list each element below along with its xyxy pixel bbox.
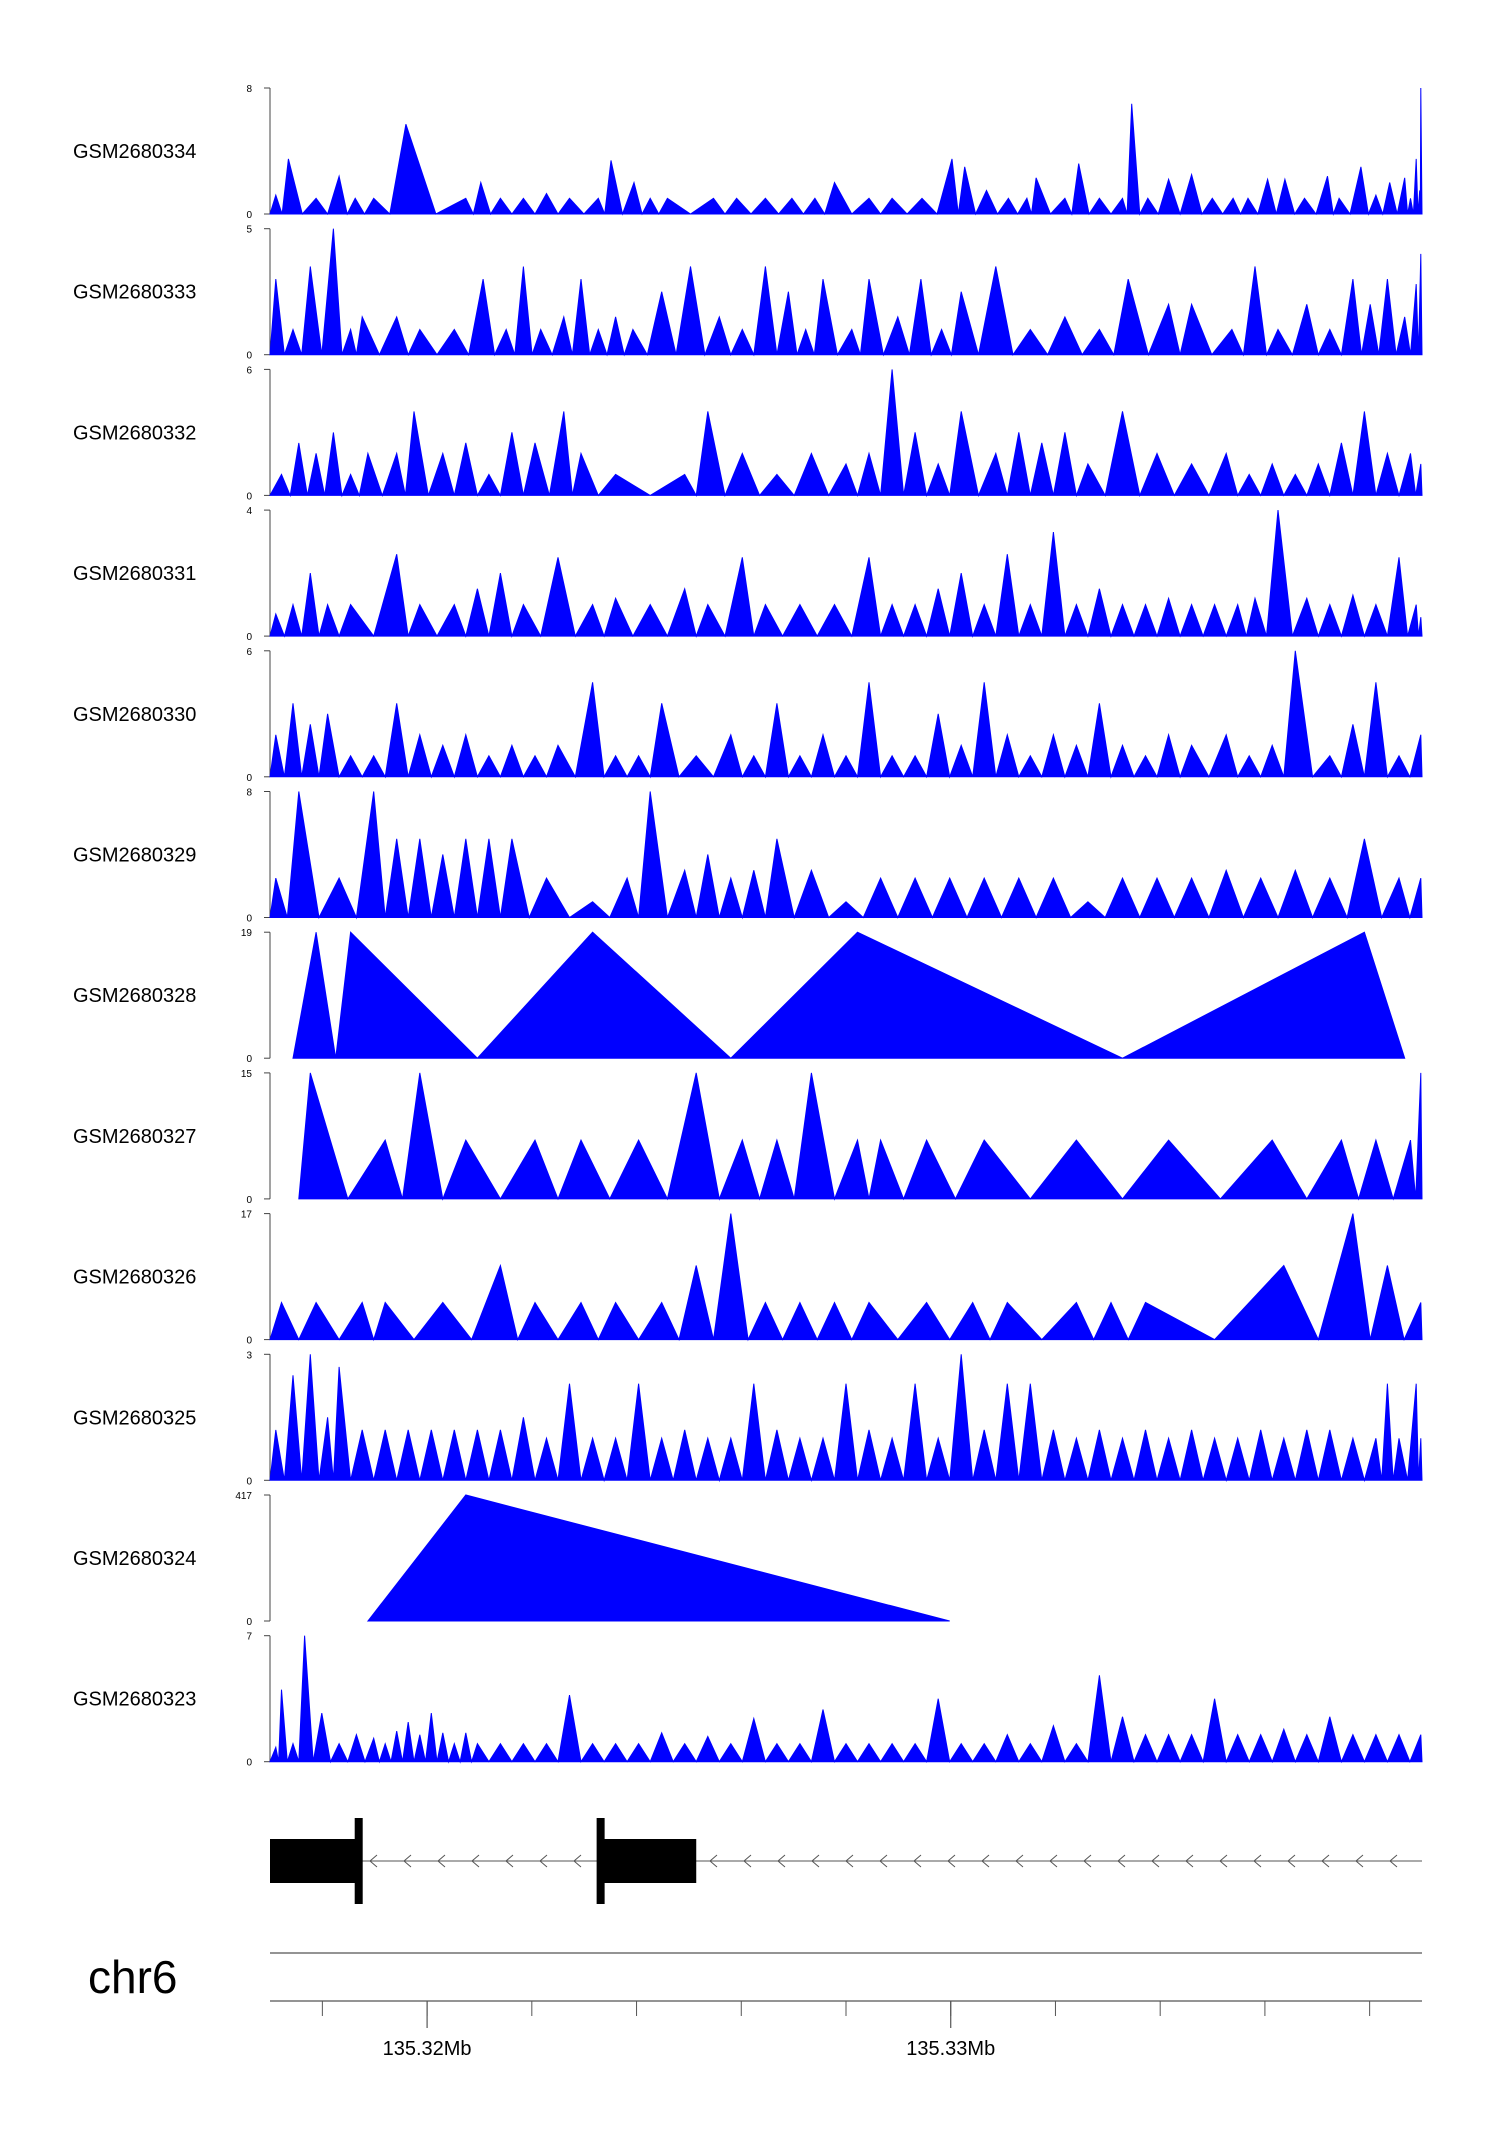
- strand-arrow: [1117, 1854, 1126, 1868]
- coverage-area: [269, 510, 1423, 639]
- strand-arrow: [1049, 1854, 1058, 1868]
- coverage-area: [269, 1635, 1423, 1764]
- y-tick-label-min: 0: [246, 1758, 252, 1769]
- track-GSM2680332: GSM2680332 6 0: [73, 365, 1423, 502]
- gene-model-track: [270, 1818, 1422, 1904]
- genome-axis: chr6 135.32Mb 135.33Mb: [88, 1951, 1422, 2060]
- track-label: GSM2680331: [73, 563, 196, 585]
- strand-arrow: [1185, 1854, 1194, 1868]
- strand-arrow: [437, 1854, 446, 1868]
- y-tick-label-min: 0: [246, 773, 252, 784]
- strand-arrow: [811, 1854, 820, 1868]
- strand-arrow: [879, 1854, 888, 1868]
- track-label: GSM2680329: [73, 845, 196, 867]
- track-label: GSM2680333: [73, 282, 196, 304]
- exon-cap: [596, 1818, 605, 1904]
- y-tick-label-min: 0: [246, 351, 252, 362]
- strand-arrow: [1253, 1854, 1262, 1868]
- strand-arrow: [947, 1854, 956, 1868]
- track-GSM2680333: GSM2680333 5 0: [73, 225, 1423, 362]
- coverage-area: [269, 650, 1423, 779]
- strand-arrow: [913, 1854, 922, 1868]
- coverage-area: [269, 791, 1423, 920]
- strand-arrow: [369, 1854, 378, 1868]
- y-tick-label-max: 417: [235, 1491, 252, 1502]
- track-GSM2680334: GSM2680334 8 0: [73, 84, 1423, 221]
- y-tick-label-max: 5: [246, 225, 252, 236]
- data-tracks: GSM268033480GSM268033350GSM268033260GSM2…: [73, 84, 1423, 1769]
- track-GSM2680325: GSM2680325 3 0: [73, 1350, 1423, 1487]
- coverage-area: [269, 228, 1423, 357]
- y-tick-label-min: 0: [246, 914, 252, 925]
- track-GSM2680331: GSM2680331 4 0: [73, 506, 1423, 643]
- exon: [270, 1839, 359, 1883]
- track-GSM2680326: GSM2680326 17 0: [73, 1210, 1423, 1347]
- y-tick-label-min: 0: [246, 210, 252, 221]
- coverage-area: [298, 1072, 1423, 1201]
- strand-arrow: [1219, 1854, 1228, 1868]
- y-tick-label-max: 8: [246, 788, 252, 799]
- strand-arrow: [1083, 1854, 1092, 1868]
- strand-arrow: [539, 1854, 548, 1868]
- track-label: GSM2680334: [73, 141, 196, 163]
- y-tick-label-min: 0: [246, 1336, 252, 1347]
- strand-arrow: [1287, 1854, 1296, 1868]
- y-tick-label-min: 0: [246, 1195, 252, 1206]
- strand-arrow: [471, 1854, 480, 1868]
- track-label: GSM2680324: [73, 1548, 196, 1570]
- y-tick-label-max: 19: [241, 928, 253, 939]
- y-tick-label-max: 8: [246, 84, 252, 95]
- y-tick-label-min: 0: [246, 632, 252, 643]
- strand-arrow: [981, 1854, 990, 1868]
- track-label: GSM2680326: [73, 1267, 196, 1289]
- x-tick-label: 135.33Mb: [906, 2038, 995, 2060]
- y-tick-label-max: 7: [246, 1632, 252, 1643]
- track-GSM2680329: GSM2680329 8 0: [73, 788, 1423, 925]
- y-tick-label-min: 0: [246, 491, 252, 502]
- y-tick-label-max: 17: [241, 1210, 253, 1221]
- strand-arrow: [845, 1854, 854, 1868]
- y-tick-label-min: 0: [246, 1617, 252, 1628]
- coverage-area: [269, 87, 1423, 216]
- track-GSM2680330: GSM2680330 6 0: [73, 647, 1423, 784]
- track-label: GSM2680327: [73, 1126, 196, 1148]
- track-GSM2680323: GSM2680323 7 0: [73, 1632, 1423, 1769]
- exon: [600, 1839, 697, 1883]
- y-tick-label-min: 0: [246, 1054, 252, 1065]
- coverage-area: [269, 369, 1423, 498]
- track-label: GSM2680325: [73, 1407, 196, 1429]
- track-label: GSM2680323: [73, 1689, 196, 1711]
- strand-arrow: [573, 1854, 582, 1868]
- y-tick-label-max: 6: [246, 365, 252, 376]
- y-tick-label-max: 6: [246, 647, 252, 658]
- coverage-area: [269, 1354, 1423, 1483]
- strand-arrow: [505, 1854, 514, 1868]
- strand-arrow: [1015, 1854, 1024, 1868]
- chromosome-label: chr6: [88, 1951, 177, 2003]
- track-label: GSM2680328: [73, 985, 196, 1007]
- track-GSM2680324: GSM2680324 417 0: [73, 1491, 950, 1628]
- x-tick-label: 135.32Mb: [383, 2038, 472, 2060]
- y-tick-label-max: 15: [241, 1069, 253, 1080]
- strand-arrow: [777, 1854, 786, 1868]
- coverage-area: [269, 1213, 1423, 1342]
- strand-arrow: [1321, 1854, 1330, 1868]
- exon-cap: [354, 1818, 363, 1904]
- strand-arrow: [709, 1854, 718, 1868]
- track-label: GSM2680332: [73, 422, 196, 444]
- coverage-area: [366, 1494, 950, 1622]
- strand-arrow: [1355, 1854, 1364, 1868]
- y-tick-label-max: 3: [246, 1350, 252, 1361]
- track-GSM2680327: GSM2680327 15 0: [73, 1069, 1423, 1206]
- coverage-area: [292, 931, 1406, 1059]
- strand-arrow: [403, 1854, 412, 1868]
- track-label: GSM2680330: [73, 704, 196, 726]
- strand-arrow: [1389, 1854, 1398, 1868]
- strand-arrow: [743, 1854, 752, 1868]
- track-GSM2680328: GSM2680328 19 0: [73, 928, 1406, 1065]
- y-tick-label-max: 4: [246, 506, 252, 517]
- y-tick-label-min: 0: [246, 1476, 252, 1487]
- strand-arrow: [1151, 1854, 1160, 1868]
